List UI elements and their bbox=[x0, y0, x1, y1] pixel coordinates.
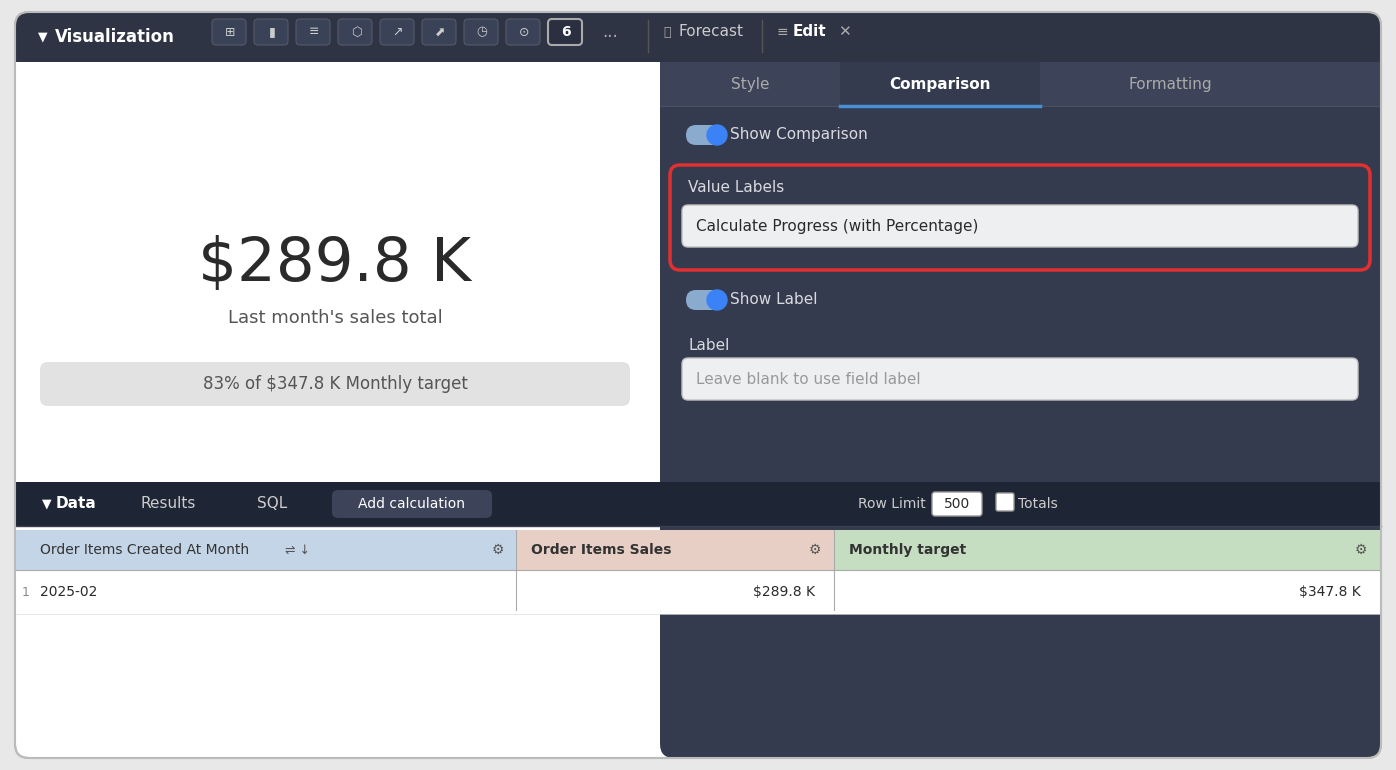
FancyBboxPatch shape bbox=[15, 12, 1381, 758]
Text: Show Label: Show Label bbox=[730, 293, 818, 307]
Text: ▼: ▼ bbox=[42, 497, 52, 511]
Text: $289.8 K: $289.8 K bbox=[752, 585, 815, 599]
Text: ≡: ≡ bbox=[778, 25, 789, 39]
Bar bbox=[15, 482, 1381, 526]
Text: $289.8 K: $289.8 K bbox=[198, 236, 472, 294]
Text: Results: Results bbox=[141, 497, 195, 511]
Bar bbox=[660, 718, 1381, 738]
Text: Order Items Sales: Order Items Sales bbox=[530, 543, 671, 557]
FancyBboxPatch shape bbox=[254, 19, 288, 45]
FancyBboxPatch shape bbox=[40, 362, 630, 406]
Circle shape bbox=[706, 290, 727, 310]
Text: Style: Style bbox=[730, 76, 769, 92]
Text: ▼: ▼ bbox=[38, 31, 47, 43]
Text: Data: Data bbox=[56, 497, 96, 511]
FancyBboxPatch shape bbox=[660, 700, 1381, 740]
Bar bbox=[660, 62, 1381, 740]
Bar bbox=[660, 62, 840, 106]
Text: Add calculation: Add calculation bbox=[359, 497, 465, 511]
Bar bbox=[517, 530, 835, 570]
Text: Order Items Created At Month: Order Items Created At Month bbox=[40, 543, 254, 557]
FancyBboxPatch shape bbox=[549, 19, 582, 45]
Bar bbox=[660, 700, 1381, 728]
Text: 6: 6 bbox=[561, 25, 571, 39]
Text: Edit: Edit bbox=[793, 25, 826, 39]
Text: ▮: ▮ bbox=[268, 25, 275, 38]
Text: Visualization: Visualization bbox=[54, 28, 174, 46]
Text: ≡: ≡ bbox=[309, 25, 320, 38]
Text: Label: Label bbox=[688, 337, 729, 353]
Text: ◷: ◷ bbox=[476, 25, 487, 38]
FancyBboxPatch shape bbox=[995, 493, 1013, 511]
Text: 1: 1 bbox=[22, 585, 29, 598]
FancyBboxPatch shape bbox=[933, 492, 981, 516]
Text: ⚙: ⚙ bbox=[491, 543, 504, 557]
Text: 83% of $347.8 K Monthly target: 83% of $347.8 K Monthly target bbox=[202, 375, 468, 393]
FancyBboxPatch shape bbox=[15, 12, 1381, 50]
FancyBboxPatch shape bbox=[380, 19, 415, 45]
FancyBboxPatch shape bbox=[422, 19, 456, 45]
Text: SQL: SQL bbox=[257, 497, 288, 511]
Text: ⟡: ⟡ bbox=[663, 25, 670, 38]
Bar bbox=[15, 62, 660, 740]
Text: Monthly target: Monthly target bbox=[849, 543, 966, 557]
Text: Value Labels: Value Labels bbox=[688, 179, 785, 195]
Bar bbox=[660, 430, 1381, 482]
Bar bbox=[15, 530, 517, 570]
Bar bbox=[840, 62, 1040, 106]
Text: Calculate Progress (with Percentage): Calculate Progress (with Percentage) bbox=[697, 219, 979, 235]
FancyBboxPatch shape bbox=[505, 19, 540, 45]
FancyBboxPatch shape bbox=[670, 165, 1369, 270]
Text: 2025-02: 2025-02 bbox=[40, 585, 98, 599]
FancyBboxPatch shape bbox=[332, 490, 491, 518]
Text: Comparison: Comparison bbox=[889, 76, 991, 92]
Text: ...: ... bbox=[602, 23, 618, 41]
Text: ↗: ↗ bbox=[392, 25, 403, 38]
Text: ⊙: ⊙ bbox=[519, 25, 529, 38]
Text: Totals: Totals bbox=[1018, 497, 1058, 511]
Bar bbox=[1040, 62, 1381, 106]
FancyBboxPatch shape bbox=[463, 19, 498, 45]
Text: Forecast: Forecast bbox=[678, 25, 743, 39]
FancyBboxPatch shape bbox=[296, 19, 329, 45]
Text: ⚙: ⚙ bbox=[808, 543, 821, 557]
FancyBboxPatch shape bbox=[683, 205, 1358, 247]
Text: Formatting: Formatting bbox=[1128, 76, 1212, 92]
FancyBboxPatch shape bbox=[683, 358, 1358, 400]
Bar bbox=[835, 530, 1381, 570]
Text: 500: 500 bbox=[944, 497, 970, 511]
Bar bbox=[15, 30, 1381, 62]
Text: $347.8 K: $347.8 K bbox=[1300, 585, 1361, 599]
FancyBboxPatch shape bbox=[338, 19, 371, 45]
Text: ✕: ✕ bbox=[838, 25, 850, 39]
Text: Row Limit: Row Limit bbox=[859, 497, 926, 511]
Text: Last month's sales total: Last month's sales total bbox=[228, 309, 443, 327]
Text: ⇌ ↓: ⇌ ↓ bbox=[285, 544, 310, 557]
Bar bbox=[660, 62, 1381, 106]
Text: ⬡: ⬡ bbox=[350, 25, 362, 38]
FancyBboxPatch shape bbox=[660, 718, 1381, 758]
Text: ⊞: ⊞ bbox=[225, 25, 236, 38]
Text: Leave blank to use field label: Leave blank to use field label bbox=[697, 373, 920, 387]
Text: ⬈: ⬈ bbox=[434, 25, 445, 38]
Bar bbox=[15, 570, 1381, 614]
FancyBboxPatch shape bbox=[212, 19, 246, 45]
Text: ⚙: ⚙ bbox=[1354, 543, 1367, 557]
Bar bbox=[15, 614, 660, 726]
Circle shape bbox=[706, 125, 727, 145]
FancyBboxPatch shape bbox=[685, 125, 722, 145]
FancyBboxPatch shape bbox=[685, 290, 722, 310]
Text: Show Comparison: Show Comparison bbox=[730, 128, 868, 142]
Bar bbox=[15, 430, 660, 482]
